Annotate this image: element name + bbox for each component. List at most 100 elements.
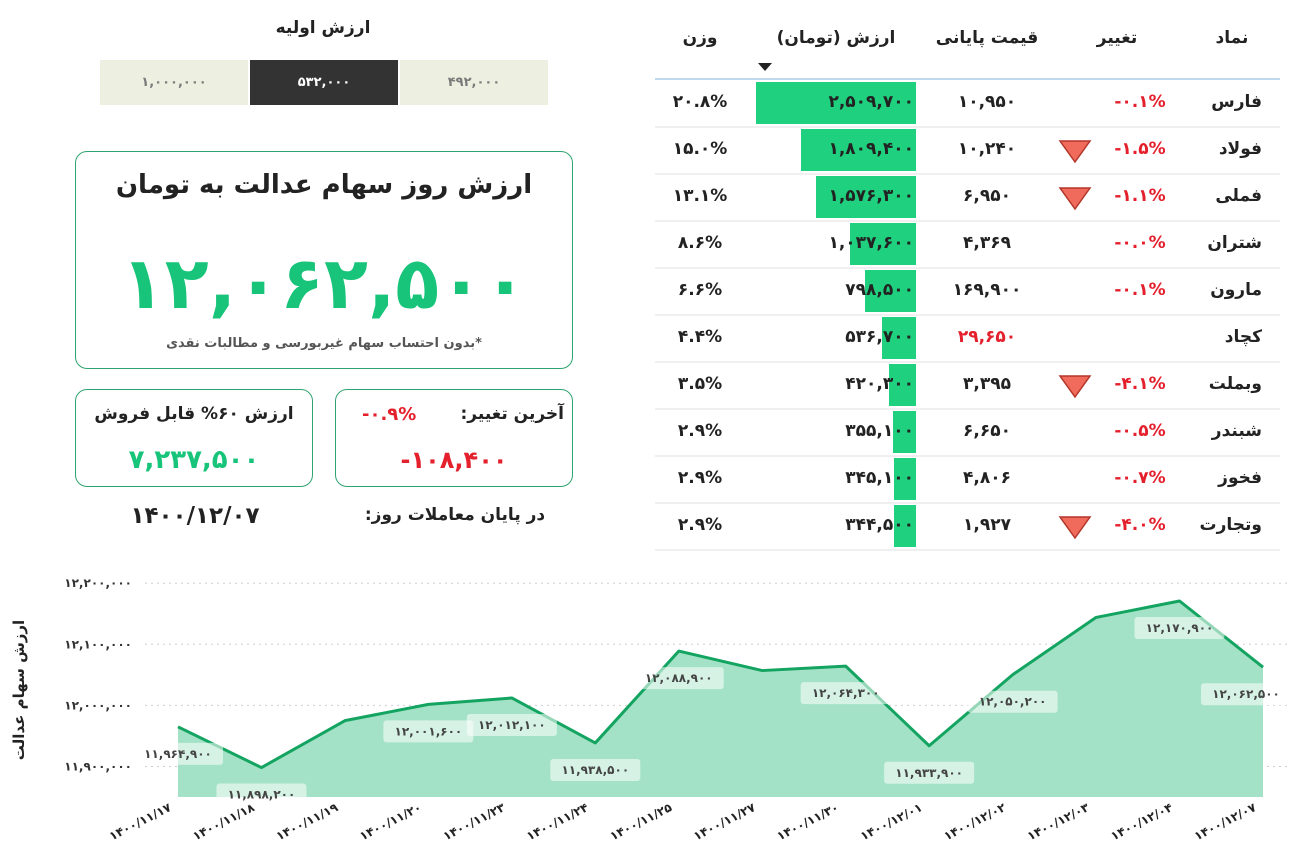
table-header: نماد [1215, 28, 1249, 48]
price: ۱۰,۹۵۰ [957, 92, 1017, 112]
table-header[interactable]: ارزش (تومان) [776, 28, 896, 48]
weight: ۱۵.۰% [672, 139, 728, 159]
data-label-text: ۱۲,۰۵۰,۲۰۰ [979, 695, 1047, 709]
down-arrow [1058, 140, 1092, 164]
weight: ۴.۴% [677, 327, 723, 347]
bar [894, 458, 916, 500]
price: ۱۶۹,۹۰۰ [952, 280, 1022, 300]
x-tick-label: ۱۴۰۰/۱۱/۱۸ [190, 800, 257, 843]
change: -۴.۰% [1114, 515, 1166, 535]
weight: ۱۳.۱% [672, 186, 728, 206]
symbol: مارون [1210, 280, 1262, 300]
price: ۲۹,۶۵۰ [957, 327, 1017, 347]
date-label: در پایان معاملات روز: [364, 505, 546, 525]
change: -۰.۷% [1114, 468, 1166, 488]
price: ۳,۳۹۵ [963, 374, 1011, 394]
y-axis-label: ارزش سهام عدالت [10, 620, 28, 760]
data-label-box [216, 783, 307, 806]
data-label-text: ۱۲,۰۶۲,۵۰۰ [1212, 687, 1280, 701]
data-label-box [633, 667, 724, 690]
data-label-text: ۱۲,۱۷۰,۹۰۰ [1146, 621, 1214, 635]
summary-card [75, 151, 573, 369]
data-label-box [550, 758, 641, 781]
bar [889, 364, 916, 406]
data-label-box [967, 690, 1058, 713]
data-label: ۱۲,۰۶۲,۵۰۰ [1201, 683, 1291, 706]
line [177, 599, 1264, 770]
x-tick-label: ۱۴۰۰/۱۲/۰۷ [1192, 800, 1259, 843]
date-value: ۱۴۰۰/۱۲/۰۷ [130, 503, 260, 529]
change: -۰.۵% [1114, 421, 1166, 441]
weight: ۲.۹% [677, 515, 723, 535]
change: -۰.۱% [1114, 92, 1166, 112]
last-change-label: آخرین تغییر: [460, 404, 565, 424]
data-label: ۱۲,۰۸۸,۹۰۰ [633, 667, 724, 690]
symbol: فولاد [1218, 139, 1262, 159]
y-tick-label: ۱۲,۰۰۰,۰۰۰ [64, 698, 132, 712]
data-label-box [1134, 616, 1225, 639]
x-tick-label: ۱۴۰۰/۱۱/۲۴ [524, 800, 590, 843]
initial-value-option[interactable]: ۱,۰۰۰,۰۰۰ [100, 60, 248, 105]
price: ۶,۹۵۰ [963, 186, 1011, 206]
down-arrow [1058, 375, 1092, 399]
change: -۰.۱% [1114, 280, 1166, 300]
x-tick-label: ۱۴۰۰/۱۲/۰۲ [942, 800, 1009, 843]
data-label-box [800, 682, 891, 705]
initial-value-option[interactable]: ۵۳۲,۰۰۰ [250, 60, 398, 105]
value: ۴۲۰,۳۰۰ [845, 374, 914, 394]
value: ۳۴۴,۵۰۰ [845, 515, 914, 535]
data-label-text: ۱۱,۹۳۸,۵۰۰ [561, 763, 629, 777]
weight: ۸.۶% [677, 233, 723, 253]
last-change-value: -۱۰۸,۴۰۰ [400, 446, 508, 474]
bar [815, 176, 916, 218]
symbol: فخوز [1218, 468, 1262, 488]
initial-value-title: ارزش اولیه [275, 18, 371, 38]
x-tick-label: ۱۴۰۰/۱۱/۱۹ [274, 800, 341, 843]
data-label: ۱۲,۱۷۰,۹۰۰ [1134, 616, 1225, 639]
data-label: ۱۲,۰۱۲,۱۰۰ [466, 713, 557, 736]
data-label: ۱۱,۹۶۴,۹۰۰ [133, 742, 223, 765]
x-tick-label: ۱۴۰۰/۱۱/۲۵ [608, 800, 674, 843]
x-tick-label: ۱۴۰۰/۱۱/۲۳ [441, 800, 508, 843]
value: ۲,۵۰۹,۷۰۰ [828, 92, 914, 112]
initial-value-option[interactable]: ۴۹۲,۰۰۰ [400, 60, 548, 105]
weight: ۲۰.۸% [672, 92, 728, 112]
value: ۷۹۸,۵۰۰ [845, 280, 914, 300]
change: -۱.۵% [1114, 139, 1166, 159]
data-label: ۱۱,۹۳۳,۹۰۰ [884, 761, 975, 784]
x-tick-label: ۱۴۰۰/۱۲/۰۱ [858, 800, 924, 843]
weight: ۲.۹% [677, 468, 723, 488]
data-label: ۱۱,۸۹۸,۲۰۰ [216, 783, 307, 806]
summary-value: ۱۲,۰۶۲,۵۰۰ [120, 241, 528, 325]
data-label-text: ۱۲,۰۸۸,۹۰۰ [645, 671, 713, 685]
sellable-label: ارزش ۶۰% قابل فروش [94, 404, 294, 424]
y-tick-label: ۱۲,۲۰۰,۰۰۰ [64, 576, 132, 590]
y-tick-label: ۱۱,۹۰۰,۰۰۰ [64, 759, 132, 773]
x-tick-label: ۱۴۰۰/۱۱/۳۰ [775, 800, 841, 843]
symbol: شبندر [1211, 421, 1262, 441]
data-label-box [466, 713, 557, 736]
price: ۱,۹۲۷ [963, 515, 1011, 535]
price: ۴,۳۶۹ [963, 233, 1011, 253]
bar [849, 223, 916, 265]
data-label: ۱۲,۰۶۴,۳۰۰ [800, 682, 891, 705]
weight: ۲.۹% [677, 421, 723, 441]
weight: ۳.۵% [677, 374, 723, 394]
symbol: شتران [1207, 233, 1262, 253]
down-arrow [1058, 516, 1092, 540]
data-label: ۱۲,۰۰۱,۶۰۰ [383, 720, 474, 743]
table-header: وزن [682, 28, 718, 48]
data-label-text: ۱۲,۰۱۲,۱۰۰ [478, 718, 546, 732]
x-tick-label: ۱۴۰۰/۱۲/۰۴ [1109, 800, 1175, 843]
summary-note: *بدون احتساب سهام غیربورسی و مطالبات نقد… [166, 336, 482, 351]
data-label-box [884, 761, 975, 784]
bar [756, 82, 916, 124]
bar [881, 317, 916, 359]
price: ۶,۶۵۰ [963, 421, 1011, 441]
bar [894, 505, 916, 547]
value: ۱,۰۳۷,۶۰۰ [828, 233, 914, 253]
x-tick-label: ۱۴۰۰/۱۱/۱۷ [107, 800, 174, 843]
x-tick-label: ۱۴۰۰/۱۲/۰۳ [1025, 800, 1092, 843]
sort-indicator [758, 63, 772, 71]
